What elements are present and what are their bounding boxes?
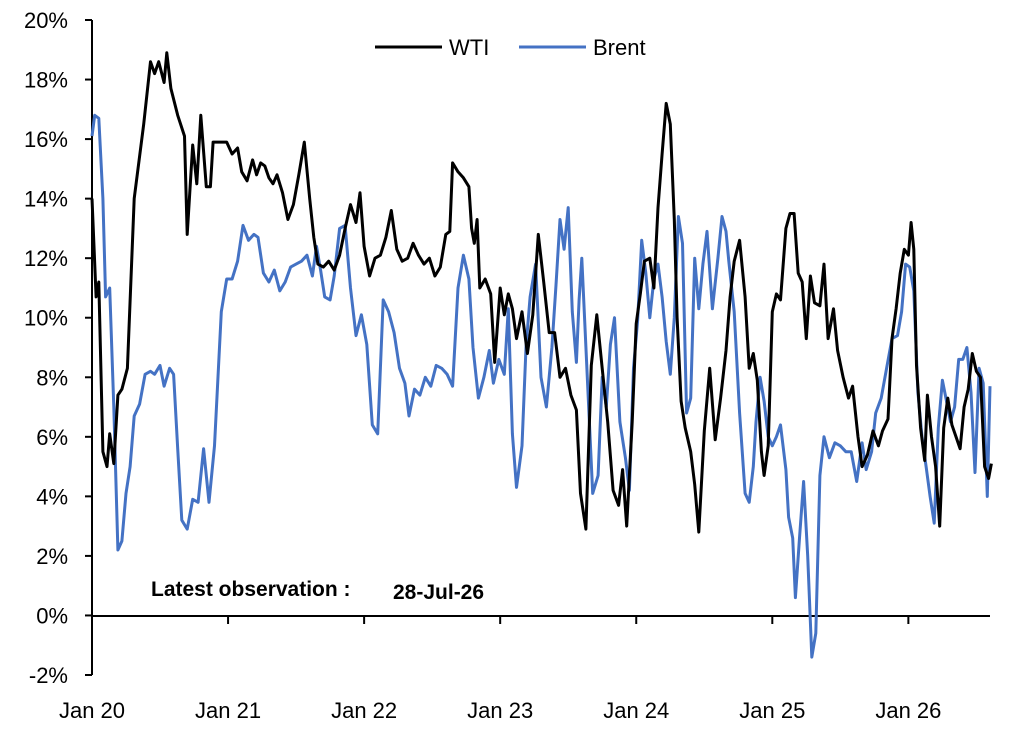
y-tick-label: 16% bbox=[24, 127, 68, 152]
y-tick-label: 20% bbox=[24, 8, 68, 33]
x-tick-label: Jan 26 bbox=[875, 698, 941, 723]
x-tick-label: Jan 21 bbox=[195, 698, 261, 723]
y-tick-label: 12% bbox=[24, 246, 68, 271]
y-tick-label: 10% bbox=[24, 306, 68, 331]
y-tick-label: 2% bbox=[36, 544, 68, 569]
x-tick-label: Jan 22 bbox=[331, 698, 397, 723]
y-tick-label: 8% bbox=[36, 365, 68, 390]
x-tick-label: Jan 20 bbox=[59, 698, 125, 723]
series-lines bbox=[90, 51, 993, 659]
series-line-wti bbox=[90, 51, 993, 534]
legend-label-brent: Brent bbox=[593, 35, 646, 60]
x-tick-label: Jan 24 bbox=[603, 698, 669, 723]
y-tick-label: 14% bbox=[24, 187, 68, 212]
y-tick-label: 0% bbox=[36, 603, 68, 628]
y-tick-label: 6% bbox=[36, 425, 68, 450]
x-tick-label: Jan 25 bbox=[739, 698, 805, 723]
x-axis: Jan 20 Jan 21 Jan 22 Jan 23 Jan 24 Jan 25 Jan … bbox=[59, 615, 990, 723]
y-tick-label: 4% bbox=[36, 484, 68, 509]
y-tick-label: -2% bbox=[29, 663, 68, 688]
y-tick-label: 18% bbox=[24, 68, 68, 93]
legend-label-wti: WTI bbox=[449, 35, 489, 60]
x-tick-label: Jan 23 bbox=[467, 698, 533, 723]
series-line-brent bbox=[90, 113, 992, 659]
legend: WTI Brent bbox=[375, 35, 646, 60]
latest-observation-date: 28-Jul-26 bbox=[393, 581, 485, 604]
y-axis: 20% 18% 16% 14% 12% 10% 8% 6% 4% 2% 0% -2% bbox=[24, 8, 93, 688]
latest-observation-label: Latest observation : bbox=[151, 578, 351, 601]
